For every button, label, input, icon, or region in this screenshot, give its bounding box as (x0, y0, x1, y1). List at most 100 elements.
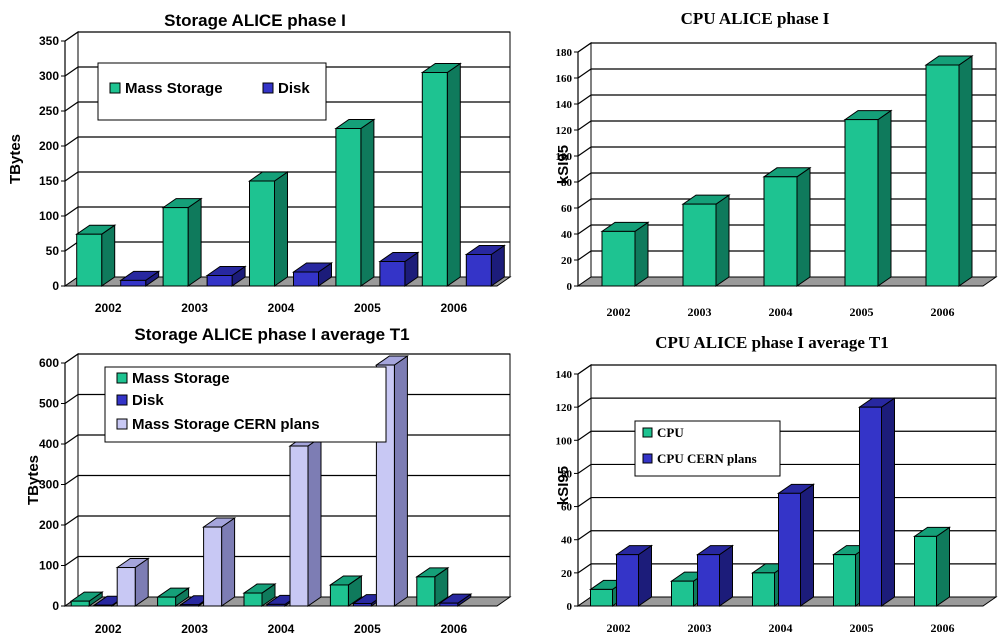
y-tick-label: 80 (561, 177, 573, 189)
y-tick-label: 500 (39, 397, 59, 411)
bar-front (157, 596, 177, 607)
x-tick-label: 2006 (440, 622, 467, 636)
y-axis-label: TBytes (7, 134, 24, 184)
bar-front (329, 584, 349, 607)
legend-swatch (109, 82, 121, 94)
legend: CPU CPU CERN plans (634, 420, 781, 477)
x-tick-label: 2002 (607, 621, 631, 635)
x-tick-label: 2003 (688, 621, 712, 635)
bar-cpu-cern-plans-2002 (614, 544, 654, 607)
legend-label: Disk (132, 392, 164, 409)
legend-swatch (116, 394, 128, 406)
bar-mass-storage-2004 (242, 583, 277, 607)
y-tick-label: 100 (556, 151, 573, 163)
bar-side (101, 224, 116, 287)
y-tick-label: 140 (556, 369, 573, 381)
y-tick-label: 80 (561, 468, 573, 480)
bar-front (352, 603, 372, 607)
bar-side (877, 109, 892, 287)
gridline (577, 94, 996, 105)
bar-side (715, 194, 730, 287)
side-wall (64, 31, 79, 287)
bar-disk-2003 (205, 265, 247, 287)
y-tick-label: 100 (39, 209, 59, 223)
x-tick-label: 2005 (354, 622, 381, 636)
legend-label: Mass Storage CERN plans (132, 416, 320, 433)
bar-mass-storage-cern-plans-2003 (201, 517, 237, 607)
legend-box (97, 62, 327, 121)
y-tick-label: 150 (39, 174, 59, 188)
y-tick-label: 40 (561, 535, 573, 547)
gridline (64, 31, 510, 42)
bar-mass-storage-cern-plans-2005 (374, 355, 410, 607)
legend-label: Mass Storage (125, 80, 223, 97)
chart-c2: 0 20 40 60 80 100 120 140 160 180 2002 2003 2004 2005… (555, 9, 998, 319)
bar-disk-2005 (378, 251, 420, 287)
bar-front (76, 233, 103, 287)
bar-side (638, 544, 652, 607)
bar-side (719, 544, 733, 607)
x-tick-label: 2006 (931, 305, 955, 319)
bar-mass-storage-2006 (415, 566, 450, 607)
chart-c1: 0 50 100 150 200 250 300 350 2002 2003 2004 2005 200… (7, 11, 512, 315)
chart-title: CPU ALICE phase I (681, 9, 830, 28)
y-tick-label: 120 (556, 402, 573, 414)
x-tick-label: 2006 (931, 621, 955, 635)
bar-side (187, 197, 202, 287)
y-tick-label: 120 (556, 125, 573, 137)
y-tick-label: 20 (561, 568, 573, 580)
legend-swatch (642, 453, 653, 464)
bar-front (120, 279, 147, 287)
x-tick-label: 2003 (181, 622, 208, 636)
bar-mass-storage-2002 (69, 591, 104, 607)
bar-disk-2004 (291, 262, 334, 287)
bar-mass-storage-cern-plans-2004 (288, 436, 323, 607)
y-axis-label: kSI95 (555, 145, 572, 184)
bar-mass-storage-2003 (161, 197, 203, 287)
bar-series-2004 (762, 166, 812, 287)
bar-series-2002 (600, 221, 650, 287)
bar-front (778, 492, 801, 607)
bar-mass-storage-2002 (75, 224, 117, 287)
y-axis-label: kSI95 (555, 466, 572, 505)
gridline (577, 364, 996, 375)
bar-front (682, 203, 717, 287)
bar-disk-2006 (438, 593, 473, 607)
bar-mass-storage-2005 (334, 118, 376, 287)
bar-front (70, 600, 90, 607)
y-tick-label: 200 (39, 518, 59, 532)
x-tick-label: 2005 (850, 621, 874, 635)
chart-c4: 0 20 40 60 80 100 120 140 2002 2003 2004 2005 2006 CP… (555, 333, 998, 635)
gridline (64, 101, 510, 112)
chart-title: CPU ALICE phase I average T1 (655, 333, 888, 352)
gridline (577, 397, 996, 408)
x-tick-label: 2002 (95, 301, 122, 315)
x-tick-label: 2004 (769, 621, 793, 635)
bar-front (379, 261, 406, 287)
gridline (64, 353, 510, 364)
x-tick-label: 2004 (268, 301, 295, 315)
bar-side (307, 436, 322, 607)
bar-front (752, 572, 775, 607)
x-tick-label: 2006 (440, 301, 467, 315)
bar-front (162, 207, 189, 287)
bar-front (116, 567, 136, 607)
bar-side (221, 517, 236, 607)
side-wall (577, 42, 592, 287)
bar-side (936, 526, 950, 607)
bar-front (293, 271, 319, 287)
legend-label: CPU CERN plans (657, 451, 757, 466)
y-tick-label: 300 (39, 478, 59, 492)
bar-side (446, 62, 461, 287)
bar-mass-storage-2006 (420, 62, 462, 287)
bar-side (796, 166, 811, 287)
bar-front (289, 445, 309, 607)
x-tick-label: 2003 (181, 301, 208, 315)
bar-front (601, 230, 636, 287)
bar-side (800, 483, 814, 607)
y-tick-label: 300 (39, 69, 59, 83)
x-tick-label: 2005 (354, 301, 381, 315)
y-tick-label: 60 (561, 502, 573, 514)
gridline (577, 68, 996, 79)
bar-mass-storage-2003 (155, 587, 191, 607)
